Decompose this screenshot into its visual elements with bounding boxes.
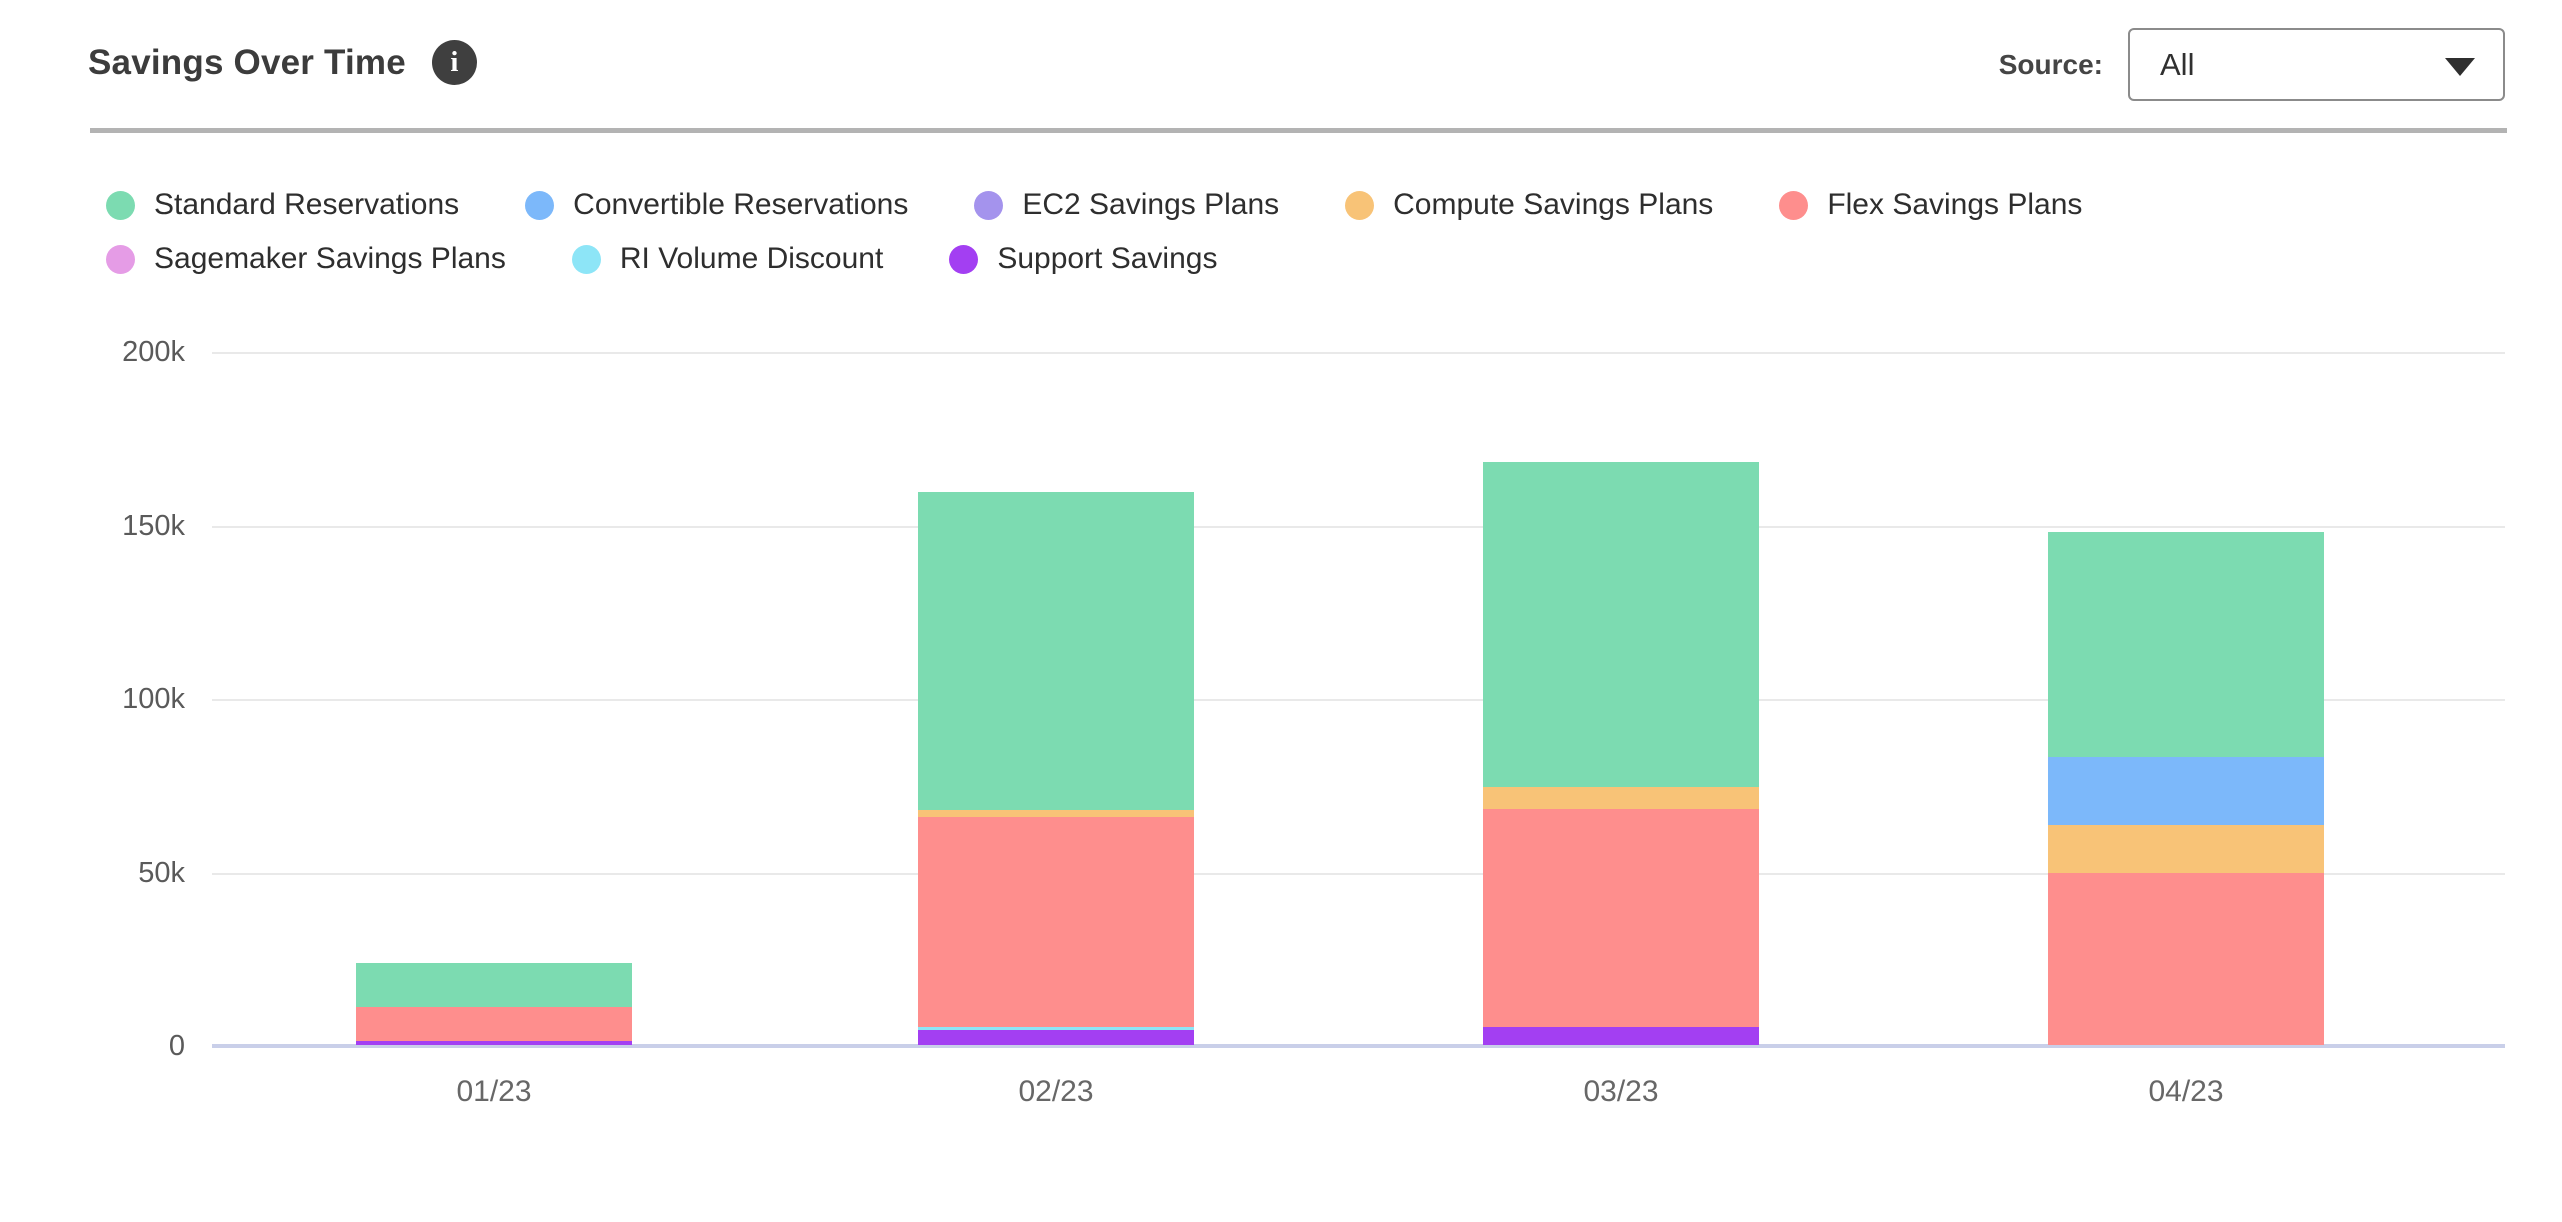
legend-dot-icon	[974, 190, 1004, 220]
bar-segment[interactable]	[1483, 787, 1759, 810]
source-dropdown[interactable]: All	[2128, 28, 2505, 101]
bar-segment[interactable]	[918, 810, 1194, 817]
gridline	[212, 352, 2505, 354]
y-tick-label: 150k	[122, 509, 185, 542]
bar-segment[interactable]	[356, 1040, 632, 1045]
bar-segment[interactable]	[2048, 824, 2324, 873]
panel-header: Savings Over Time i	[88, 40, 477, 85]
legend-item[interactable]: EC2 Savings Plans	[974, 188, 1279, 222]
legend-label: Standard Reservations	[154, 188, 460, 221]
x-axis-line	[212, 1044, 2505, 1048]
bar-segment[interactable]	[918, 1026, 1194, 1031]
legend-item[interactable]: RI Volume Discount	[571, 242, 884, 276]
x-tick-label: 02/23	[1018, 1075, 1094, 1108]
legend-item[interactable]: Compute Savings Plans	[1345, 188, 1713, 222]
x-tick-label: 04/23	[2148, 1075, 2224, 1108]
legend-item[interactable]: Sagemaker Savings Plans	[106, 242, 506, 276]
legend-label: RI Volume Discount	[619, 242, 884, 275]
source-control: Source: All	[1999, 28, 2505, 101]
legend-dot-icon	[106, 244, 135, 274]
page-title: Savings Over Time	[88, 42, 406, 82]
bar-segment[interactable]	[1483, 1026, 1759, 1045]
legend-label: Compute Savings Plans	[1393, 188, 1714, 221]
legend-item[interactable]: Flex Savings Plans	[1779, 188, 2082, 222]
bar-01/23	[356, 963, 632, 1045]
gridline	[212, 872, 2505, 875]
legend-dot-icon	[949, 244, 979, 274]
x-tick-label: 01/23	[456, 1075, 532, 1108]
y-tick-label: 50k	[138, 856, 185, 889]
bar-segment[interactable]	[918, 816, 1194, 1027]
legend-dot-icon	[1779, 190, 1809, 220]
info-icon[interactable]: i	[431, 40, 477, 85]
x-tick-label: 03/23	[1583, 1075, 1659, 1108]
bar-04/23	[2048, 532, 2324, 1045]
y-tick-label: 100k	[122, 683, 185, 715]
bar-segment[interactable]	[2048, 532, 2324, 758]
source-dropdown-value: All	[2160, 46, 2195, 82]
legend-dot-icon	[106, 190, 135, 220]
legend-item[interactable]: Standard Reservations	[106, 188, 459, 222]
bar-segment[interactable]	[1483, 462, 1759, 788]
legend-label: EC2 Savings Plans	[1022, 188, 1280, 221]
bar-segment[interactable]	[2048, 757, 2324, 825]
legend-label: Convertible Reservations	[573, 188, 909, 221]
bar-02/23	[918, 491, 1194, 1045]
chart-legend: Standard Reservations Convertible Reserva…	[106, 188, 2466, 276]
bar-segment[interactable]	[356, 963, 632, 1008]
legend-dot-icon	[1345, 190, 1375, 220]
legend-dot-icon	[571, 244, 601, 274]
chart-area: 0 50k 100k 150k 200k 01/23 02/23 03/23 04/23	[0, 336, 2562, 1153]
legend-label: Flex Savings Plans	[1827, 188, 2083, 221]
legend-label: Sagemaker Savings Plans	[154, 242, 506, 275]
bar-segment[interactable]	[2048, 872, 2324, 1045]
source-label: Source:	[1998, 48, 2103, 80]
legend-item[interactable]: Support Savings	[949, 242, 1217, 276]
chevron-down-icon	[2445, 57, 2475, 76]
legend-label: Support Savings	[997, 242, 1218, 275]
gridline	[212, 699, 2505, 701]
gridline	[212, 525, 2505, 528]
plot-area: 01/23 02/23 03/23 04/23	[212, 352, 2505, 1108]
bar-segment[interactable]	[1483, 809, 1759, 1027]
y-tick-label: 0	[168, 1030, 185, 1062]
bar-segment[interactable]	[918, 491, 1194, 811]
legend-item[interactable]: Convertible Reservations	[525, 188, 908, 222]
y-tick-label: 200k	[122, 336, 185, 368]
bar-03/23	[1483, 462, 1759, 1045]
legend-dot-icon	[525, 190, 555, 220]
header-divider	[90, 128, 2507, 133]
bar-segment[interactable]	[918, 1030, 1194, 1045]
bar-segment[interactable]	[356, 1007, 632, 1041]
